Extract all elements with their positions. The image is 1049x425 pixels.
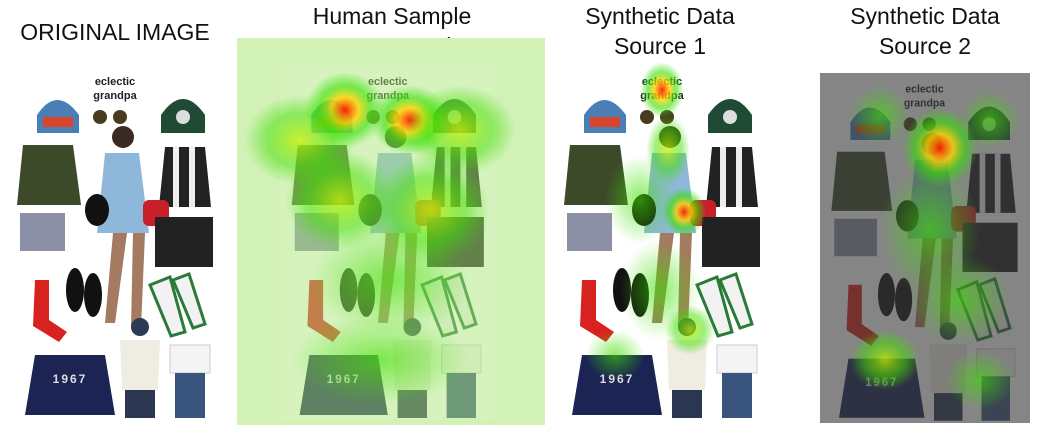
original-image: [3, 63, 227, 422]
panel-title: Source 2: [879, 33, 971, 59]
human-heatmap-panel: [237, 38, 545, 425]
panel-title: Synthetic Data: [850, 3, 1000, 29]
panel-title: Human Sample: [313, 3, 472, 29]
panel-title: Synthetic Data: [585, 3, 735, 29]
source2-heatmap-panel: [818, 71, 1031, 425]
source1-heatmap-panel: [550, 62, 774, 422]
panel-title: Source 1: [614, 33, 706, 59]
panel-title: ORIGINAL IMAGE: [20, 19, 210, 45]
